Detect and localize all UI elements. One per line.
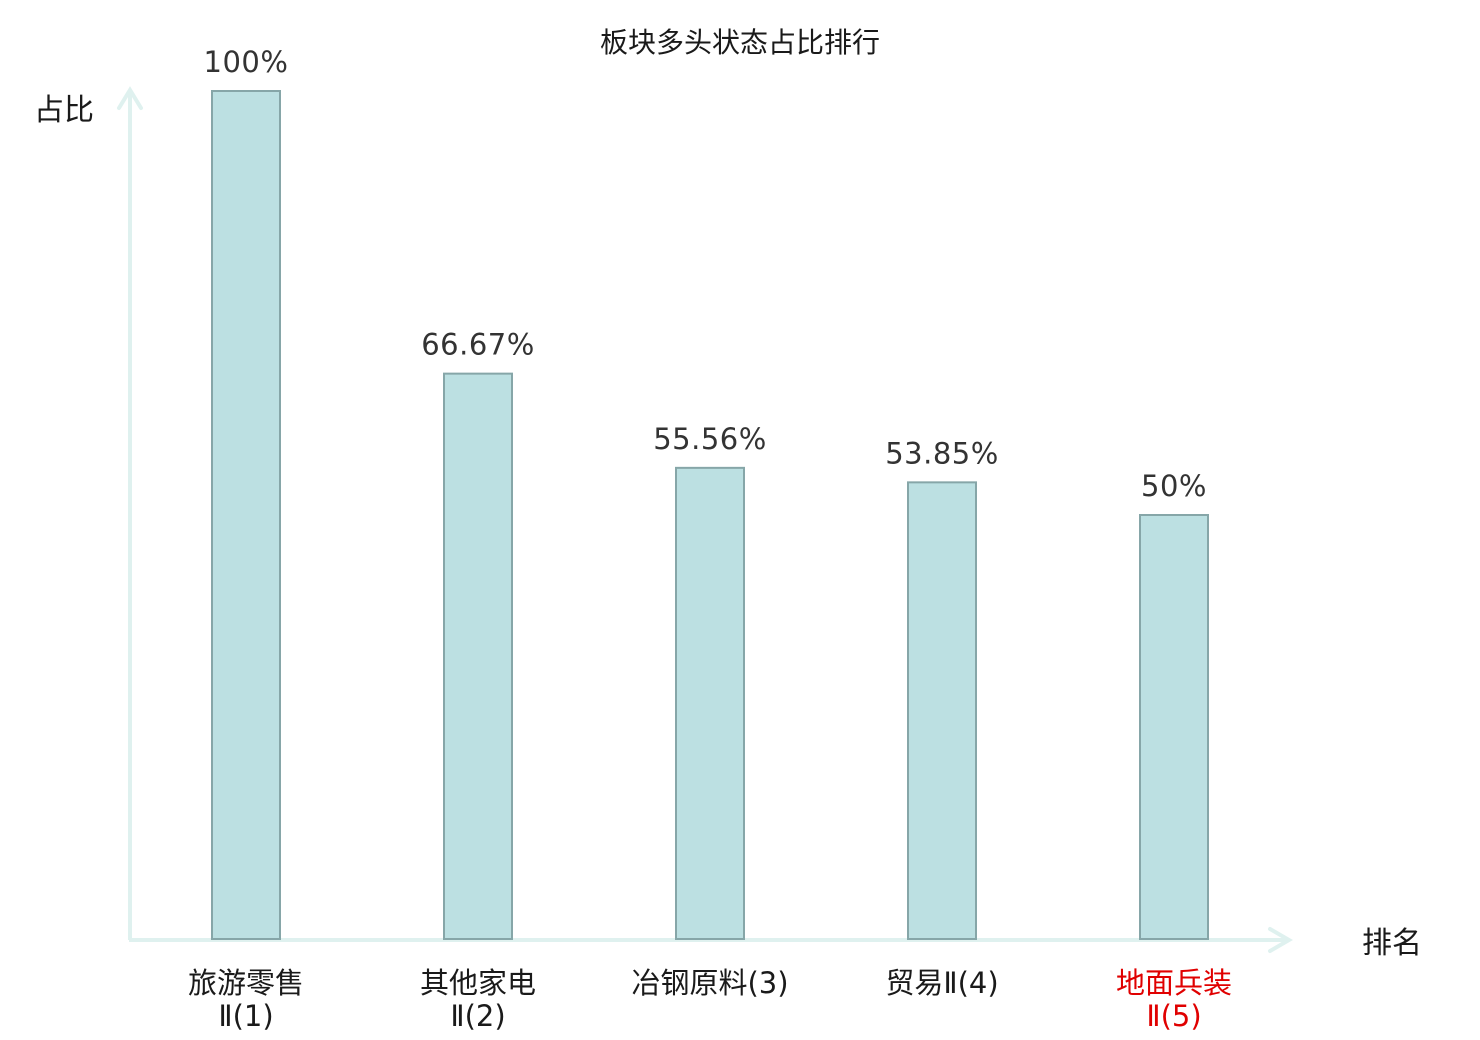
x-axis-arrow [1268,927,1293,953]
category-label: 贸易Ⅱ(4) [885,966,998,1000]
category-label: Ⅱ(2) [450,999,505,1033]
y-axis-arrow [117,86,143,110]
x-axis-label: 排名 [1362,926,1422,961]
bar [907,481,977,940]
category-label: 冶钢原料(3) [631,966,788,1000]
bar [211,90,281,940]
category-label: Ⅱ(1) [218,999,273,1033]
value-label: 66.67% [421,328,535,362]
bar [443,372,513,940]
value-label: 100% [204,45,289,79]
category-label: 旅游零售 [188,966,304,1000]
category-label: Ⅱ(5) [1146,999,1201,1033]
bar [1139,514,1209,940]
value-labels-group: 100% 66.67% 55.56% 53.85% 50% [204,45,1207,503]
bar [675,466,745,940]
value-label: 50% [1141,469,1207,503]
category-label: 其他家电 [420,966,536,1000]
bars-group [211,90,1209,940]
category-label: 地面兵装 [1116,966,1232,1000]
value-label: 55.56% [653,422,767,456]
value-label: 53.85% [885,436,999,470]
y-axis-label: 占比 [34,93,94,128]
chart-title: 板块多头状态占比排行 [600,26,880,59]
